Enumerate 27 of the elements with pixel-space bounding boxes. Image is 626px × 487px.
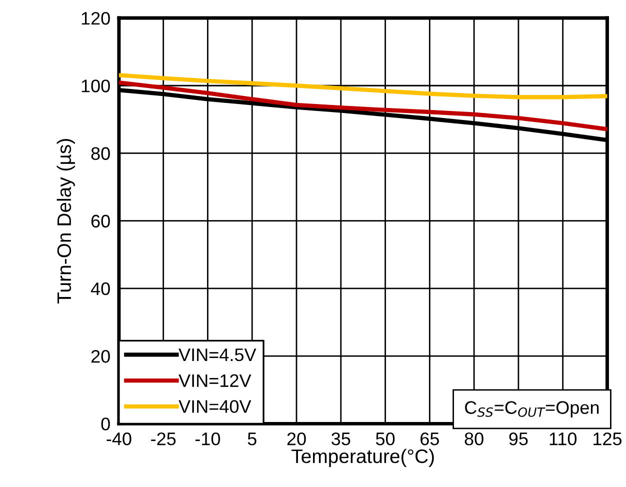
line-series xyxy=(118,73,608,100)
x-tick-label: 5 xyxy=(248,432,256,446)
x-tick-label: 110 xyxy=(550,432,577,446)
x-tick-label: 50 xyxy=(376,432,395,446)
y-tick-label: 20 xyxy=(91,350,110,363)
x-tick-label: -25 xyxy=(151,432,176,446)
x-tick-label: 20 xyxy=(287,432,306,446)
y-tick-label: 80 xyxy=(91,147,110,160)
y-tick-label: 60 xyxy=(91,214,110,228)
annotation: C$_{SS}$=C$_{OUT}$=Open xyxy=(465,401,599,418)
y-tick-label: 40 xyxy=(90,282,110,296)
y-tick-label: 0 xyxy=(101,418,110,430)
legend-label: VIN=4.5V xyxy=(178,348,256,362)
x-tick-label: 35 xyxy=(332,432,350,446)
x-tick-label: 80 xyxy=(464,432,484,446)
y-tick-label: 100 xyxy=(82,80,110,92)
y-axis-title: Turn-On Delay (µs) xyxy=(56,139,75,304)
x-tick-label: -10 xyxy=(195,432,220,446)
legend-label: VIN=40V xyxy=(178,400,252,413)
x-tick-label: 125 xyxy=(594,432,622,446)
y-tick-label: 120 xyxy=(82,12,110,25)
x-axis-title: Temperature(°C) xyxy=(292,448,434,467)
line-series xyxy=(118,80,608,132)
legend-label: VIN=12V xyxy=(178,374,252,387)
x-tick-label: 95 xyxy=(509,432,528,446)
x-tick-label: 65 xyxy=(420,432,439,446)
x-tick-label: -40 xyxy=(106,432,132,446)
